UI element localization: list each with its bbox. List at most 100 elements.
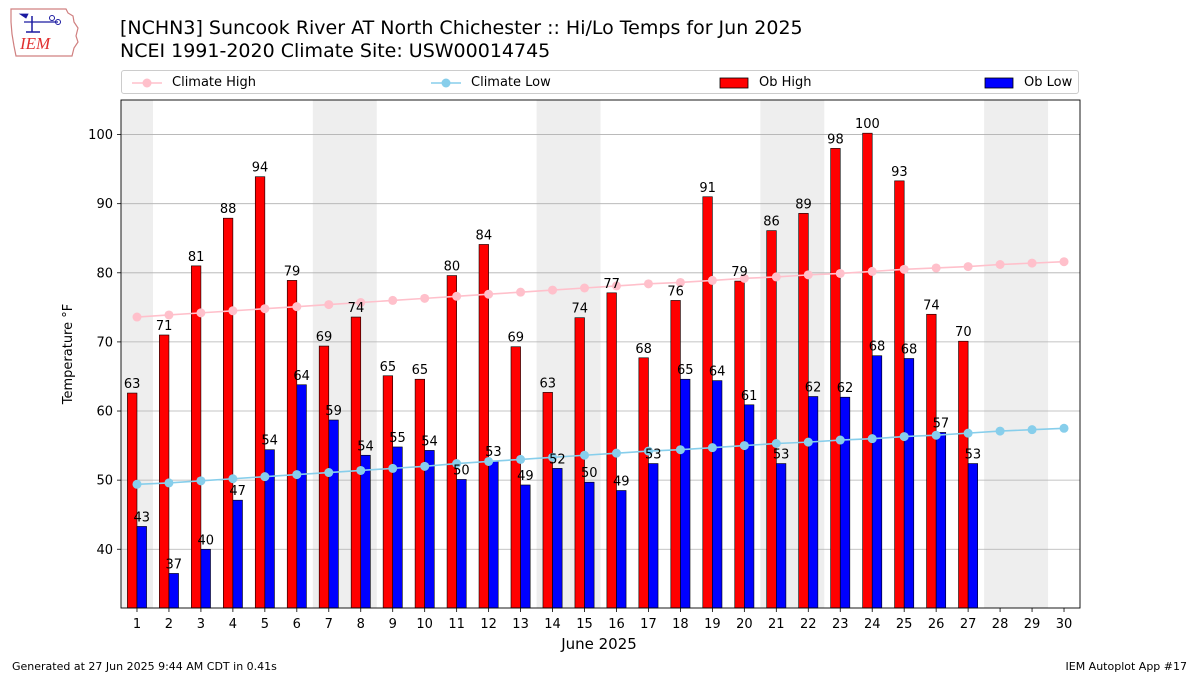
ob-high-bar	[894, 180, 905, 609]
climate-high-line	[136, 260, 1065, 318]
logo-text: IEM	[19, 34, 51, 53]
climate-low-point	[548, 452, 558, 462]
climate-high-point	[867, 266, 877, 276]
climate-high-point	[548, 285, 558, 295]
ob-low-bar	[296, 384, 307, 609]
ob-low-value-label: 57	[933, 416, 950, 431]
x-tick-label: 11	[448, 617, 465, 632]
x-tick-label: 12	[480, 617, 497, 632]
ob-high-bar	[414, 378, 425, 609]
climate-low-point	[420, 461, 430, 471]
ob-high-bar	[318, 345, 330, 609]
climate-high-point	[292, 302, 302, 312]
climate-low-point	[739, 441, 749, 451]
chart-subtitle: NCEI 1991-2020 Climate Site: USW00014745	[120, 40, 551, 62]
ob-low-value-label: 49	[613, 475, 630, 490]
ob-high-value-label: 80	[444, 260, 461, 275]
x-tick-label: 25	[896, 617, 913, 632]
ob-low-value-label: 55	[389, 431, 406, 446]
ob-low-bar	[136, 526, 147, 609]
data-labels: 63 43 71 37 81 40 88 47 94 54 79 64 69 59 74 54 65 55 65 54…	[124, 117, 981, 572]
legend-item-ob-low: Ob Low	[984, 74, 1072, 91]
climate-high-point	[963, 262, 973, 272]
y-tick-label: 90	[96, 197, 113, 212]
ob-high-value-label: 89	[795, 197, 812, 212]
ob-high-value-label: 91	[699, 181, 716, 196]
ob-low-value-label: 68	[869, 340, 886, 355]
climate-low-point	[324, 468, 334, 478]
generated-note: Generated at 27 Jun 2025 9:44 AM CDT in …	[12, 660, 277, 673]
ob-high-bar	[382, 375, 394, 609]
x-tick-label: 23	[832, 617, 849, 632]
ob-low-bar	[903, 358, 915, 609]
climate-low-point	[132, 479, 142, 489]
climate-low-point	[643, 446, 653, 456]
x-tick-label: 18	[672, 617, 689, 632]
climate-high-point	[643, 279, 653, 289]
climate-low-point	[452, 459, 462, 469]
ob-high-bar	[350, 316, 362, 609]
climate-high-point	[484, 289, 494, 299]
ob-high-bar	[222, 217, 234, 609]
ob-low-value-label: 37	[165, 557, 182, 572]
app-note: IEM Autoplot App #17	[1065, 660, 1188, 673]
y-tick-label: 70	[96, 335, 113, 350]
climate-high-point	[132, 312, 142, 322]
legend-marker-ob-low	[984, 77, 1014, 88]
ob-high-bar	[127, 392, 138, 609]
climate-high-point	[771, 272, 781, 282]
ob-high-bar	[542, 392, 553, 609]
ob-low-bar	[232, 499, 243, 609]
ob-low-value-label: 43	[134, 510, 151, 525]
ob-high-value-label: 84	[476, 228, 493, 243]
ob-low-bar	[744, 404, 755, 609]
climate-low-point	[771, 439, 781, 449]
ob-low-bar	[456, 479, 467, 609]
climate-high-point	[739, 273, 749, 283]
ob-low-bar	[552, 468, 563, 609]
climate-low-point	[963, 428, 973, 438]
climate-high-point	[675, 277, 685, 287]
plot-frame	[120, 99, 1081, 609]
ob-low-bar	[328, 419, 339, 609]
climate-low-point	[228, 474, 238, 484]
ob-low-bar	[648, 463, 659, 609]
climate-low-point	[1027, 425, 1037, 435]
x-tick-label: 15	[576, 617, 593, 632]
climate-low-point	[388, 463, 398, 473]
climate-high-point	[931, 263, 941, 273]
ob-low-bar	[871, 355, 883, 609]
ob-high-bar	[574, 317, 585, 609]
ob-high-value-label: 68	[635, 342, 652, 357]
climate-low-point	[611, 448, 621, 458]
ob-high-value-label: 100	[855, 117, 880, 132]
y-tick-label: 60	[96, 405, 113, 420]
ob-low-bar	[712, 380, 723, 609]
climate-high-point	[516, 287, 526, 297]
ob-high-bar	[286, 280, 298, 609]
legend-label: Ob Low	[1024, 75, 1073, 90]
gridlines	[121, 134, 1080, 550]
x-axis-label: June 2025	[560, 635, 637, 653]
climate-high-point	[388, 295, 398, 305]
x-tick-label: 6	[293, 617, 301, 632]
ob-low-value-label: 50	[453, 463, 470, 478]
ob-high-bar	[766, 230, 777, 609]
ob-high-value-label: 86	[763, 215, 780, 230]
ob-low-bar	[520, 484, 531, 609]
climate-high-point	[356, 298, 366, 308]
ob-low-value-label: 64	[709, 365, 726, 380]
climate-low-point	[164, 478, 174, 488]
chart-title: [NCHN3] Suncook River AT North Chicheste…	[120, 17, 803, 39]
legend: Climate High Climate Low Ob High Ob Low	[121, 70, 1079, 94]
ob-low-value-label: 49	[517, 469, 534, 484]
y-tick-label: 80	[96, 266, 113, 281]
ob-high-value-label: 79	[284, 264, 301, 279]
climate-low-point	[580, 450, 590, 460]
ob-high-value-label: 63	[124, 377, 141, 392]
ob-low-bar	[200, 548, 211, 609]
ob-low-value-label: 47	[229, 484, 246, 499]
ob-high-value-label: 71	[156, 319, 173, 334]
x-tick-label: 27	[960, 617, 977, 632]
ob-high-bar	[191, 265, 202, 609]
